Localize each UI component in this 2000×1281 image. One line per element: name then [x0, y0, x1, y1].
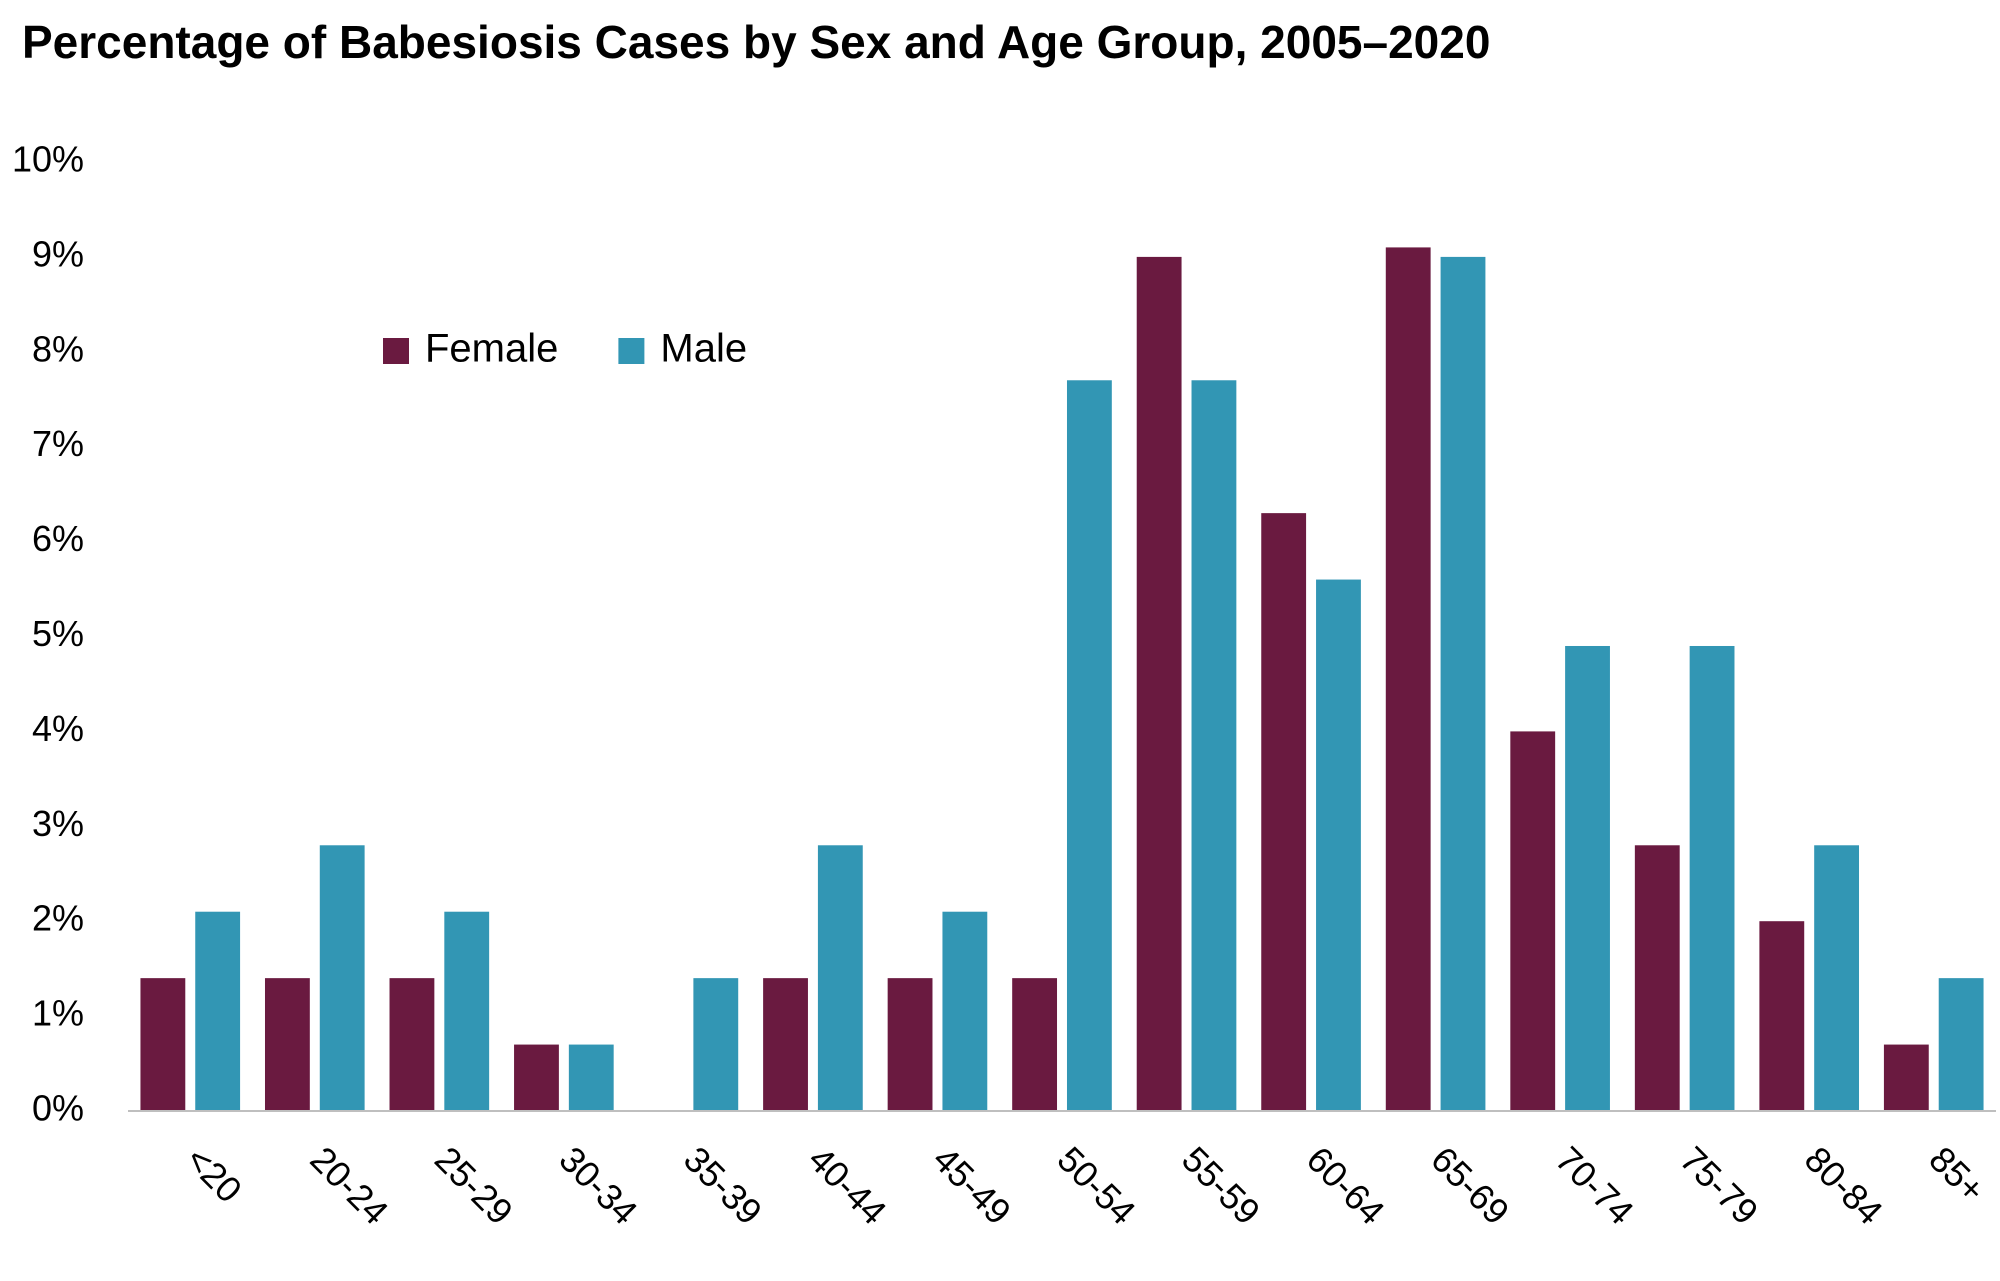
bar — [1510, 731, 1556, 1111]
x-tick-label: <20 — [178, 1138, 250, 1210]
x-tick-label: 55-59 — [1174, 1138, 1268, 1232]
bar — [1136, 256, 1182, 1111]
bar — [1191, 380, 1237, 1111]
bar — [887, 978, 933, 1111]
y-tick-label: 6% — [32, 518, 84, 559]
y-tick-label: 4% — [32, 708, 84, 749]
legend-swatch — [618, 338, 645, 364]
y-tick-label: 10% — [12, 139, 84, 180]
bar — [444, 911, 490, 1111]
bar — [817, 845, 863, 1111]
bar — [319, 845, 365, 1111]
bar — [1316, 579, 1361, 1111]
x-tick-label: 35-39 — [676, 1138, 770, 1232]
x-tick-label: 85+ — [1921, 1138, 1993, 1210]
x-tick-label: 80-84 — [1797, 1138, 1891, 1232]
y-tick-label: 0% — [32, 1088, 84, 1129]
x-tick-label: 25-29 — [427, 1138, 521, 1232]
bar — [1689, 645, 1735, 1111]
y-tick-label: 3% — [32, 803, 84, 844]
bar — [1634, 845, 1680, 1111]
bar — [1814, 845, 1860, 1111]
bar — [1066, 380, 1112, 1111]
bar — [693, 978, 739, 1111]
bar — [1938, 978, 1984, 1111]
x-tick-label: 45-49 — [925, 1138, 1019, 1232]
bar — [264, 978, 310, 1111]
legend-label: Male — [660, 327, 747, 371]
bar — [1440, 256, 1486, 1111]
bar — [140, 978, 186, 1111]
x-tick-label: 70-74 — [1548, 1138, 1642, 1232]
bar — [1883, 1044, 1929, 1111]
y-tick-label: 1% — [32, 993, 84, 1034]
bar — [1261, 513, 1307, 1111]
bar — [1759, 921, 1805, 1111]
bar — [942, 911, 988, 1111]
bar — [514, 1044, 559, 1111]
x-tick-label: 75-79 — [1672, 1138, 1766, 1232]
x-tick-label: 20-24 — [302, 1138, 396, 1232]
bar — [195, 911, 241, 1111]
y-tick-label: 7% — [32, 423, 84, 464]
y-tick-label: 5% — [32, 613, 84, 654]
y-tick-label: 2% — [32, 898, 84, 939]
chart-title: Percentage of Babesiosis Cases by Sex an… — [22, 16, 1490, 68]
x-tick-label: 50-54 — [1050, 1138, 1144, 1232]
bar — [1565, 645, 1610, 1111]
bar — [1012, 978, 1058, 1111]
x-tick-label: 60-64 — [1299, 1138, 1393, 1232]
x-tick-label: 65-69 — [1423, 1138, 1517, 1232]
x-tick-label: 30-34 — [551, 1138, 645, 1232]
bar — [1385, 247, 1431, 1111]
bar — [389, 978, 435, 1111]
y-tick-label: 8% — [32, 328, 84, 369]
x-tick-label: 40-44 — [801, 1138, 895, 1232]
bar — [568, 1044, 614, 1111]
legend-label: Female — [425, 327, 558, 371]
bar — [763, 978, 808, 1111]
y-tick-label: 9% — [32, 233, 84, 274]
legend-swatch — [383, 338, 409, 364]
